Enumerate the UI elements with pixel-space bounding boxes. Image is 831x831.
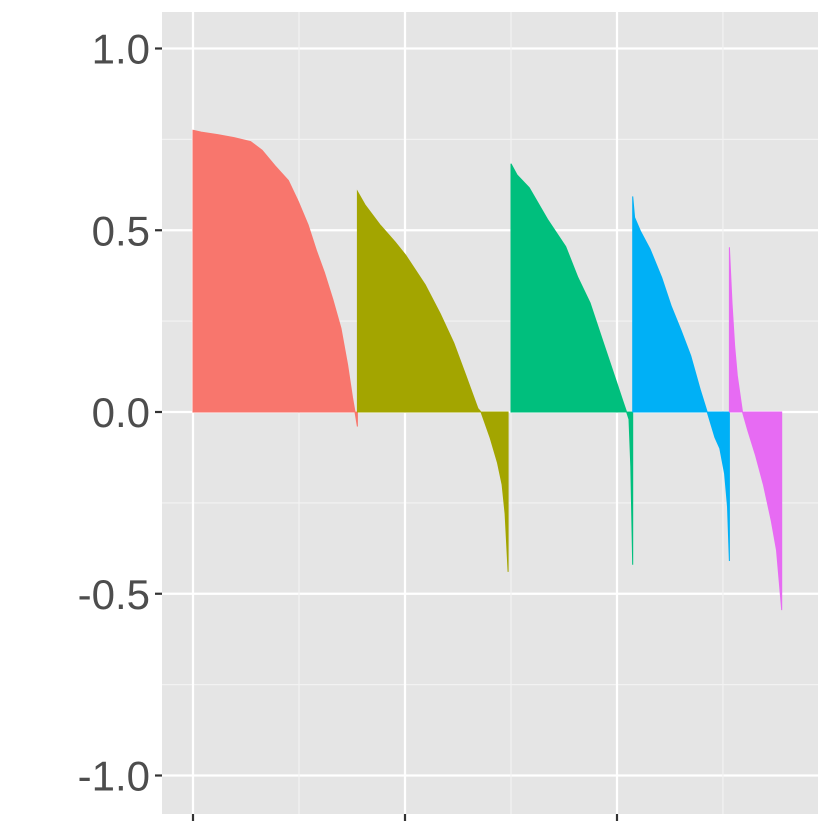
y-tick-label: -1.0 [78, 753, 150, 800]
y-tick-label: 1.0 [92, 26, 150, 73]
series-area-3 [510, 163, 634, 565]
series-layer [192, 129, 783, 611]
y-tick-label: 0.0 [92, 389, 150, 436]
y-tick-label: -0.5 [78, 571, 150, 618]
y-axis: -1.0 -0.5 0.0 0.5 1.0 [78, 26, 619, 821]
series-area-1 [192, 129, 358, 427]
y-tick-label: 0.5 [92, 207, 150, 254]
series-area-2 [356, 189, 509, 572]
series-area-4 [632, 196, 730, 562]
series-area-5 [728, 247, 783, 611]
